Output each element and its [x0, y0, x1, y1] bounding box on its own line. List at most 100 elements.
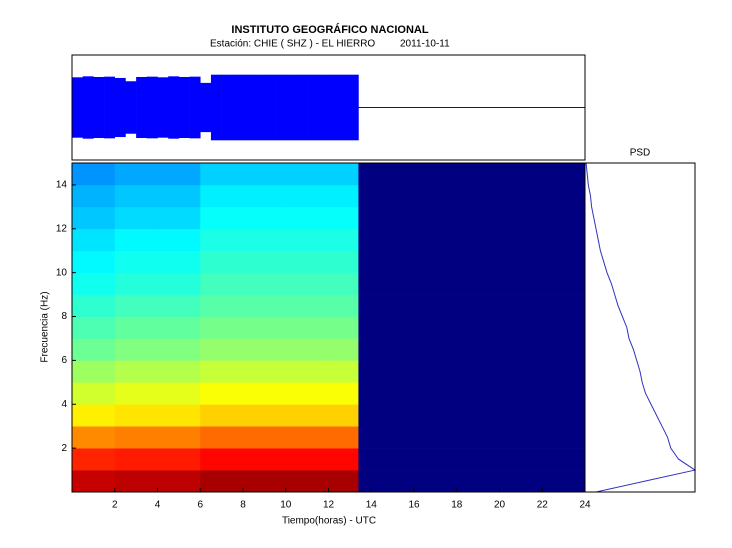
- envelope-bar: [93, 76, 105, 139]
- heat-cell: [243, 360, 287, 383]
- heat-cell: [157, 338, 201, 361]
- heat-cell: [200, 426, 244, 449]
- heat-cell: [358, 316, 586, 339]
- envelope-bar: [349, 74, 359, 141]
- subtitle: Estación: CHIE ( SHZ ) - EL HIERRO: [210, 39, 375, 50]
- heat-cell: [200, 360, 244, 383]
- heat-cell: [285, 294, 329, 317]
- heat-cell: [200, 272, 244, 295]
- heat-cell: [328, 448, 359, 471]
- heat-cell: [114, 338, 158, 361]
- heat-cell: [243, 294, 287, 317]
- heat-cell: [328, 338, 359, 361]
- x-tick-label: 16: [408, 500, 420, 511]
- heat-cell: [243, 338, 287, 361]
- heat-cell: [358, 360, 586, 383]
- frame: [584, 162, 696, 493]
- envelope-bar: [125, 81, 137, 134]
- heat-cell: [285, 338, 329, 361]
- heat-cell: [114, 294, 158, 317]
- heat-cell: [358, 470, 586, 493]
- heat-cell: [72, 272, 116, 295]
- frame: [71, 54, 586, 161]
- x-tick-label: 6: [197, 500, 203, 511]
- heat-cell: [200, 228, 244, 252]
- heat-cell: [200, 184, 244, 208]
- envelope-bar: [243, 74, 254, 141]
- x-tick-label: 20: [494, 500, 506, 511]
- heat-cell: [328, 206, 359, 230]
- y-tick-label: 12: [56, 223, 68, 234]
- heat-cell: [72, 184, 116, 208]
- y-tick-label: 8: [61, 311, 67, 322]
- envelope-bar: [285, 74, 297, 141]
- heat-cell: [72, 448, 116, 471]
- psd-title: PSD: [630, 148, 651, 159]
- heat-cell: [358, 184, 586, 208]
- heat-cell: [328, 316, 359, 339]
- heat-cell: [72, 360, 116, 383]
- x-tick-label: 2: [112, 500, 118, 511]
- y-axis-label: Frecuencia (Hz): [40, 291, 51, 362]
- heat-cell: [285, 250, 329, 273]
- heat-cell: [72, 382, 116, 405]
- heat-cell: [72, 316, 116, 339]
- heat-cell: [285, 426, 329, 449]
- heat-cell: [243, 404, 287, 427]
- heat-cell: [243, 163, 287, 186]
- heat-cell: [114, 163, 158, 186]
- envelope-bar: [136, 76, 148, 139]
- heat-cell: [358, 294, 586, 317]
- heat-cell: [72, 250, 116, 273]
- heat-cell: [157, 360, 201, 383]
- envelope-bar: [178, 76, 190, 139]
- x-tick-label: 10: [280, 500, 292, 511]
- envelope-bar: [210, 74, 222, 141]
- envelope-bar: [253, 74, 265, 141]
- heat-cell: [285, 228, 329, 252]
- heat-cell: [243, 316, 287, 339]
- heat-cell: [200, 404, 244, 427]
- heat-cell: [157, 184, 201, 208]
- heat-cell: [72, 470, 116, 493]
- heat-cell: [328, 184, 359, 208]
- x-tick-label: 12: [323, 500, 335, 511]
- heat-cell: [200, 294, 244, 317]
- heat-cell: [72, 338, 116, 361]
- heat-cell: [200, 316, 244, 339]
- heat-cell: [114, 272, 158, 295]
- heat-cell: [72, 163, 116, 186]
- heat-cell: [114, 382, 158, 405]
- x-tick-label: 24: [579, 500, 591, 511]
- heat-cell: [72, 294, 116, 317]
- heat-cell: [243, 426, 287, 449]
- envelope-bar: [307, 74, 319, 141]
- heat-cell: [157, 206, 201, 230]
- heat-cell: [157, 272, 201, 295]
- heat-cell: [328, 382, 359, 405]
- heat-cell: [200, 382, 244, 405]
- heat-cell: [72, 404, 116, 427]
- envelope-bar: [82, 76, 94, 139]
- heat-cell: [328, 228, 359, 252]
- envelope-bar: [157, 77, 169, 138]
- heat-cell: [72, 206, 116, 230]
- heat-cell: [200, 448, 244, 471]
- y-tick-label: 14: [56, 180, 68, 191]
- envelope-bar: [146, 76, 158, 139]
- heat-cell: [285, 163, 329, 186]
- envelope-bar: [339, 74, 351, 141]
- heat-cell: [72, 228, 116, 252]
- heat-cell: [285, 272, 329, 295]
- envelope-bar: [114, 77, 126, 138]
- heat-cell: [243, 206, 287, 230]
- heat-cell: [200, 163, 244, 186]
- heat-cell: [328, 404, 359, 427]
- heat-cell: [328, 250, 359, 273]
- heat-cell: [157, 163, 201, 186]
- heat-cell: [285, 404, 329, 427]
- x-tick-label: 4: [155, 500, 161, 511]
- heat-cell: [157, 404, 201, 427]
- envelope-bar: [200, 82, 212, 133]
- heat-cell: [358, 206, 586, 230]
